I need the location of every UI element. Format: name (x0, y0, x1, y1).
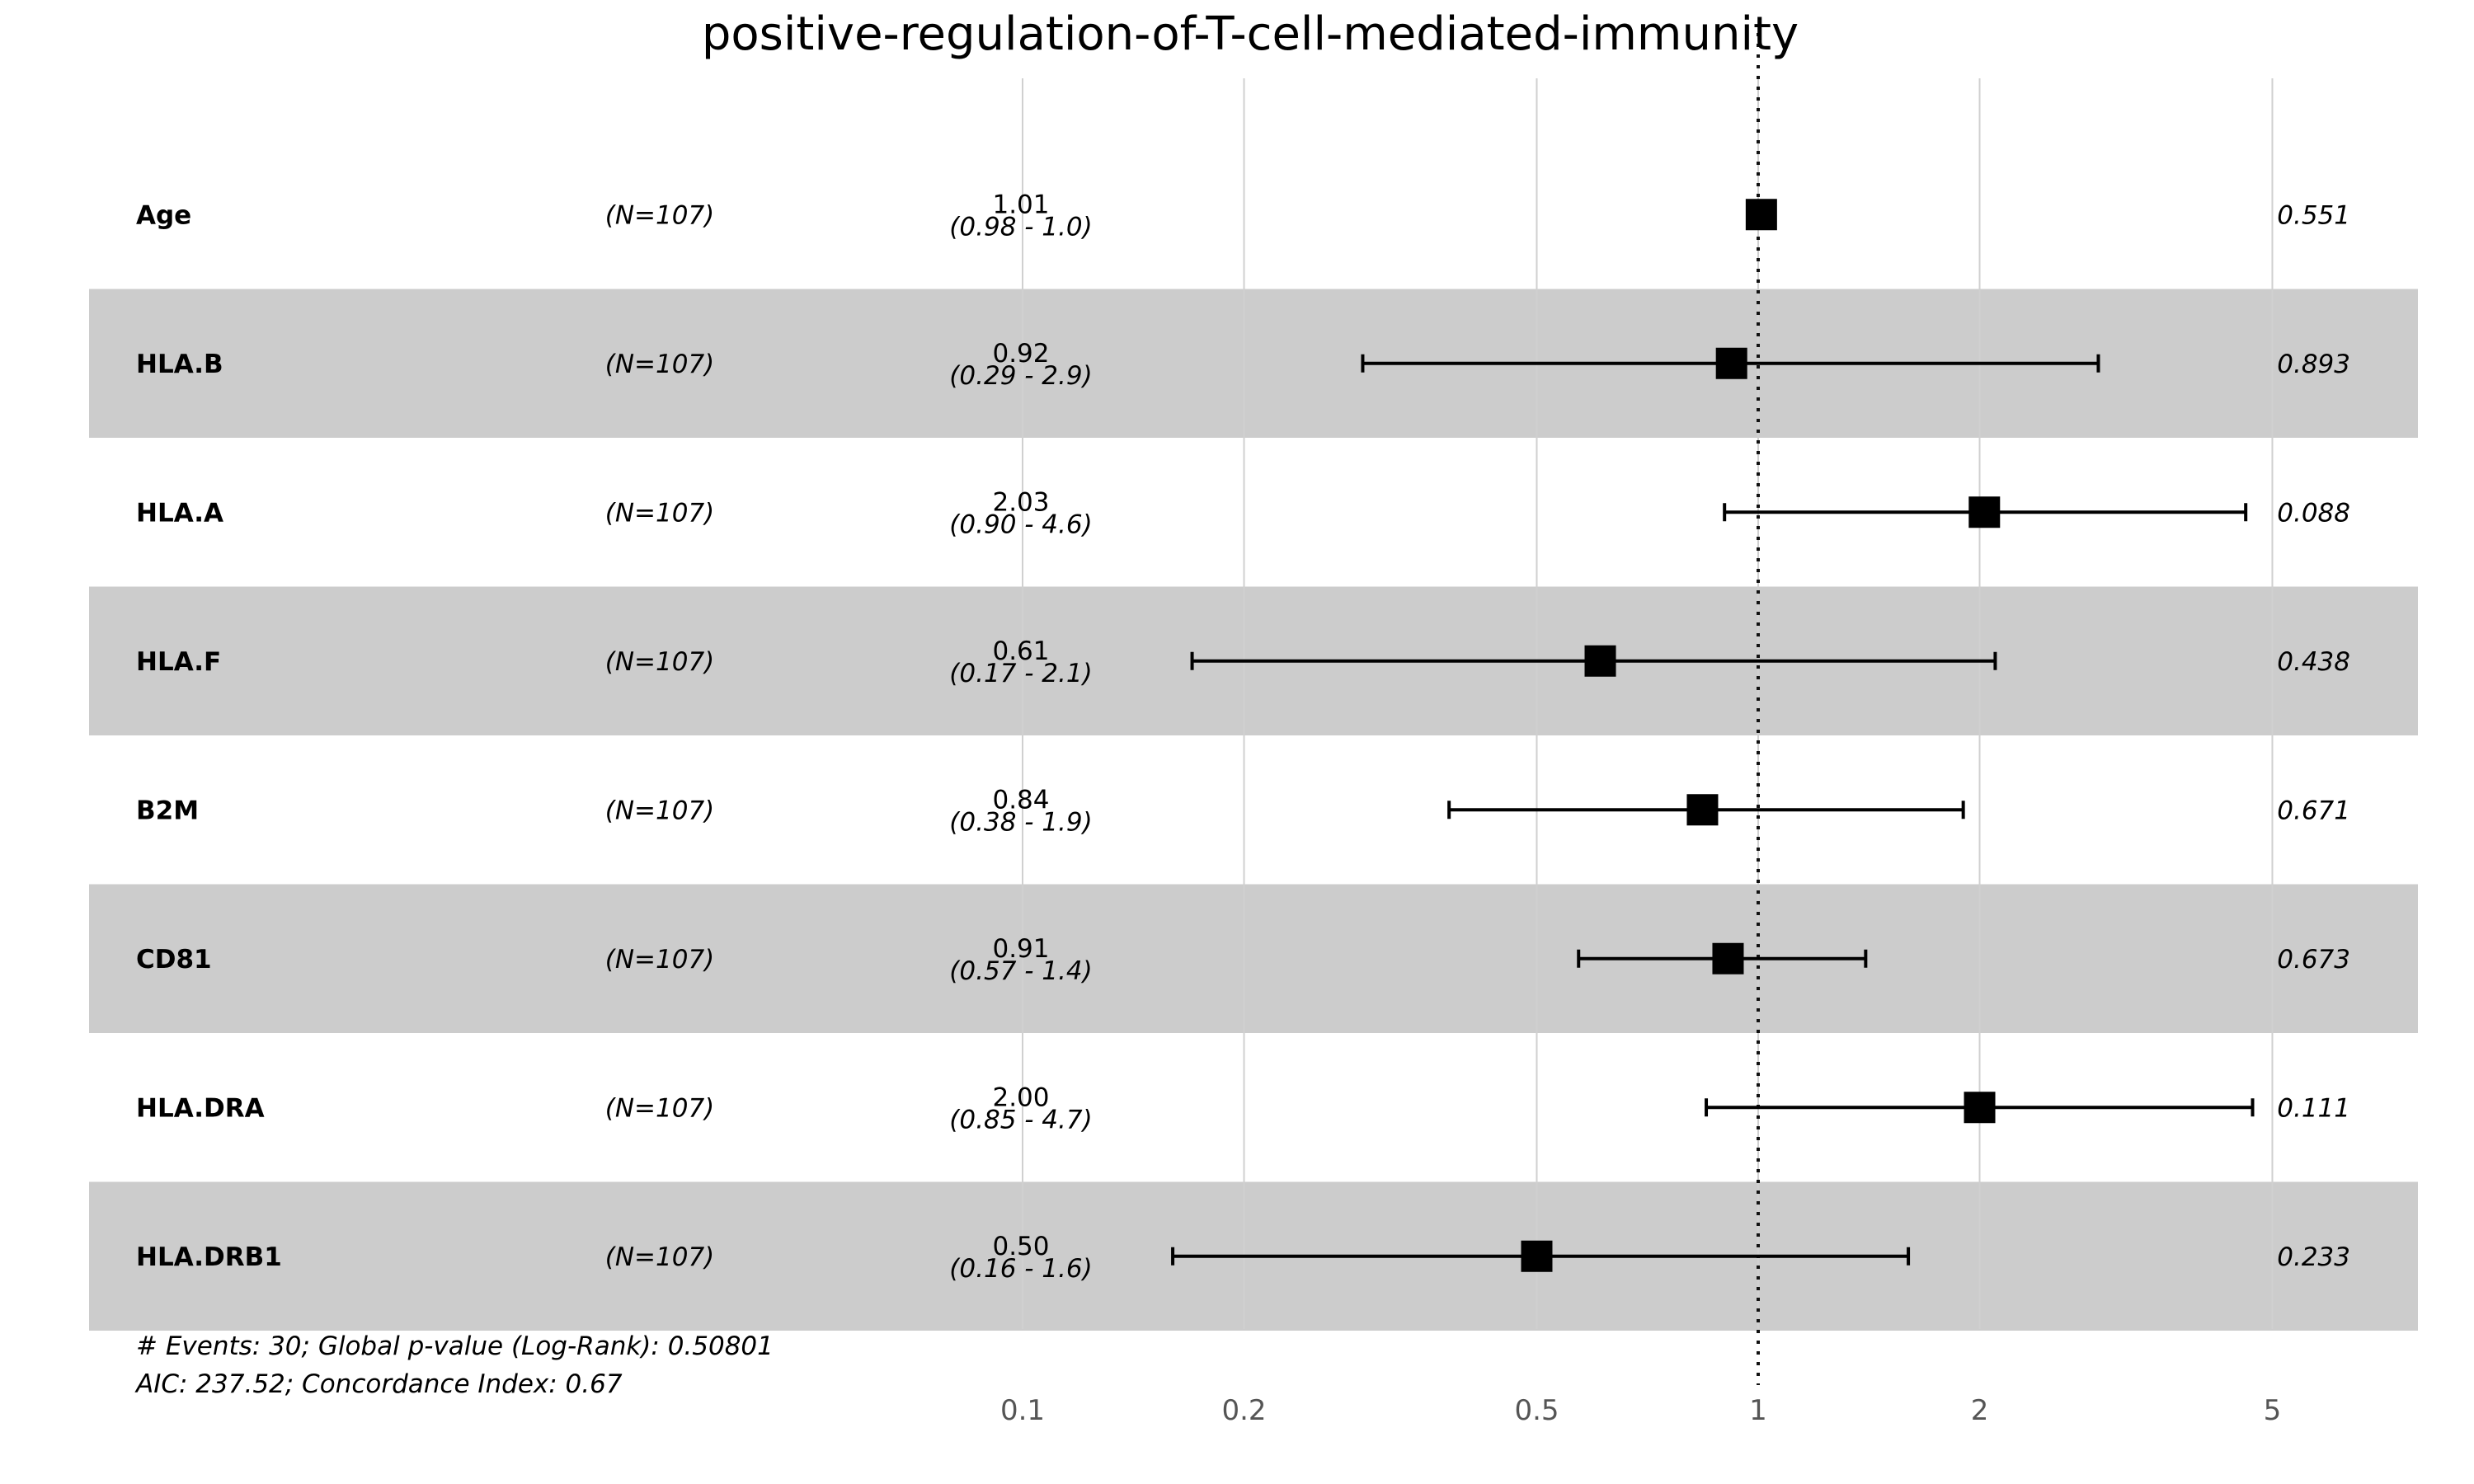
hr-label: 0.92 (992, 339, 1049, 369)
table-row: HLA.B (N=107) 0.92(0.29 - 2.9) 0.893 (136, 339, 2350, 391)
hr-label: 0.61 (992, 636, 1049, 666)
variable-label: HLA.B (136, 350, 223, 379)
n-label: (N=107) (605, 1093, 715, 1123)
x-tick-label: 2 (1971, 1394, 1989, 1427)
hr-label: 1.01 (992, 190, 1049, 219)
hr-point (1712, 942, 1744, 974)
n-label: (N=107) (605, 647, 715, 677)
variable-label: HLA.F (136, 647, 221, 677)
table-row: HLA.F (N=107) 0.61(0.17 - 2.1) 0.438 (136, 636, 2350, 688)
x-tick-label: 0.2 (1221, 1394, 1266, 1427)
hr-point (1584, 645, 1616, 677)
n-label: (N=107) (605, 796, 715, 825)
ci-label: (0.29 - 2.9) (949, 361, 1092, 391)
variable-label: HLA.A (136, 498, 223, 528)
table-row: HLA.A (N=107) 2.03(0.90 - 4.6) 0.088 (136, 487, 2350, 539)
p-value-label: 0.673 (2277, 945, 2350, 974)
chart-title: positive-regulation-of-T-cell-mediated-i… (702, 7, 1799, 61)
variable-label: Age (136, 200, 191, 230)
p-value-label: 0.551 (2277, 200, 2350, 230)
hr-label: 2.03 (992, 487, 1049, 517)
hr-label: 0.50 (992, 1232, 1049, 1261)
n-label: (N=107) (605, 350, 715, 379)
row-band (89, 884, 2418, 1033)
hr-point (1964, 1092, 1996, 1124)
ci-label: (0.16 - 1.6) (949, 1254, 1092, 1284)
table-row: CD81 (N=107) 0.91(0.57 - 1.4) 0.673 (136, 934, 2350, 986)
x-tick-label: 1 (1749, 1394, 1767, 1427)
variable-label: HLA.DRA (136, 1093, 265, 1123)
table-row: HLA.DRB1 (N=107) 0.50(0.16 - 1.6) 0.233 (136, 1232, 2350, 1284)
table-row: B2M (N=107) 0.84(0.38 - 1.9) 0.671 (136, 785, 2350, 837)
variable-label: CD81 (136, 945, 212, 974)
hr-label: 0.91 (992, 934, 1049, 964)
p-value-label: 0.111 (2277, 1093, 2350, 1123)
p-value-label: 0.088 (2277, 498, 2350, 528)
hr-label: 2.00 (992, 1082, 1049, 1112)
hr-point (1686, 794, 1719, 826)
footnote-aic: AIC: 237.52; Concordance Index: 0.67 (134, 1369, 623, 1399)
hr-label: 0.84 (992, 785, 1049, 815)
n-label: (N=107) (605, 200, 715, 230)
x-tick-label: 0.5 (1514, 1394, 1559, 1427)
x-axis-ticks: 0.1 0.2 0.5 1 2 5 (1000, 1394, 2281, 1427)
p-value-label: 0.233 (2277, 1242, 2350, 1272)
x-tick-label: 0.1 (1000, 1394, 1045, 1427)
p-value-label: 0.893 (2277, 350, 2350, 379)
ci-label: (0.57 - 1.4) (949, 956, 1092, 986)
table-row: Age (N=107) 1.01(0.98 - 1.0) 0.551 (136, 190, 2350, 242)
hr-point (1968, 496, 2001, 528)
x-tick-label: 5 (2264, 1394, 2282, 1427)
variable-label: B2M (136, 796, 199, 825)
ci-label: (0.38 - 1.9) (949, 807, 1092, 837)
rows: Age (N=107) 1.01(0.98 - 1.0) 0.551 HLA.B (N=1… (136, 190, 2350, 1284)
hr-point (1715, 347, 1747, 379)
n-label: (N=107) (605, 945, 715, 974)
ci-label: (0.85 - 4.7) (949, 1105, 1092, 1134)
p-value-label: 0.671 (2277, 796, 2350, 825)
hr-point (1521, 1240, 1553, 1272)
footnote-events: # Events: 30; Global p-value (Log-Rank):… (136, 1331, 774, 1361)
hr-point (1745, 199, 1777, 231)
table-row: HLA.DRA (N=107) 2.00(0.85 - 4.7) 0.111 (136, 1082, 2350, 1134)
ci-label: (0.98 - 1.0) (949, 212, 1092, 242)
variable-label: HLA.DRB1 (136, 1242, 282, 1272)
n-label: (N=107) (605, 498, 715, 528)
n-label: (N=107) (605, 1242, 715, 1272)
row-bands (89, 289, 2418, 1331)
ci-label: (0.90 - 4.6) (949, 510, 1092, 539)
ci-label: (0.17 - 2.1) (949, 659, 1092, 688)
p-value-label: 0.438 (2277, 647, 2350, 677)
